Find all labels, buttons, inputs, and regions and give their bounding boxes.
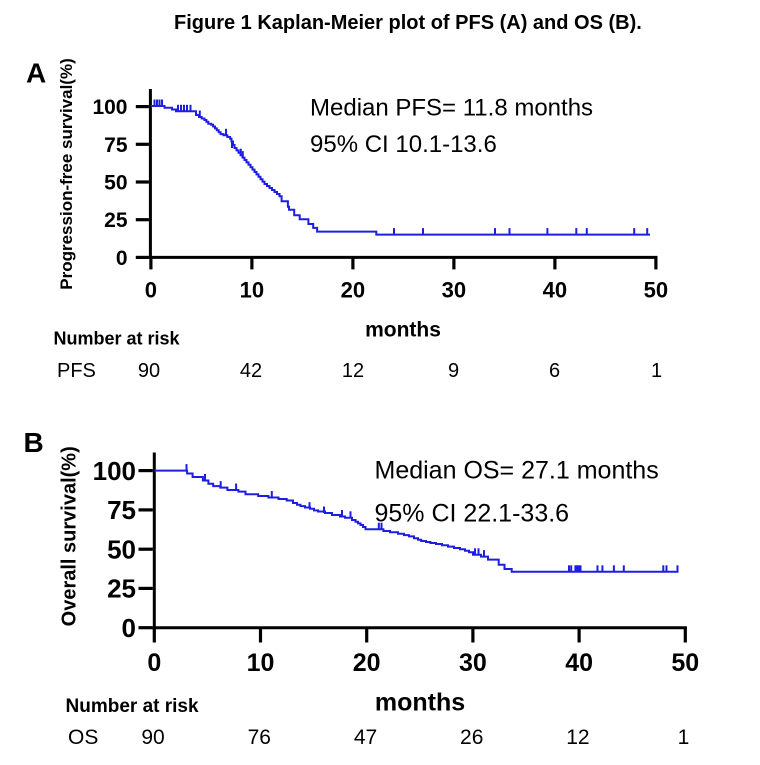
svg-text:B: B (24, 427, 44, 458)
svg-text:12: 12 (566, 726, 589, 749)
svg-text:Overall survival(%): Overall survival(%) (59, 446, 81, 626)
svg-text:75: 75 (104, 134, 128, 157)
svg-text:50: 50 (671, 649, 699, 677)
svg-text:12: 12 (342, 360, 364, 382)
svg-text:0: 0 (145, 277, 157, 302)
svg-text:OS: OS (68, 726, 98, 749)
svg-text:Progression-free survival(%): Progression-free survival(%) (57, 58, 76, 289)
svg-text:76: 76 (248, 726, 271, 749)
svg-text:40: 40 (543, 277, 567, 302)
svg-text:9: 9 (448, 360, 459, 382)
svg-text:Median PFS= 11.8 months: Median PFS= 11.8 months (310, 95, 593, 122)
svg-text:25: 25 (107, 574, 136, 604)
svg-text:months: months (375, 689, 465, 717)
svg-text:Median OS= 27.1 months: Median OS= 27.1 months (375, 457, 659, 485)
svg-text:PFS: PFS (57, 360, 96, 382)
svg-text:Number at risk: Number at risk (66, 696, 199, 717)
svg-text:40: 40 (565, 649, 593, 677)
svg-text:10: 10 (247, 649, 275, 677)
svg-text:26: 26 (460, 726, 483, 749)
svg-text:90: 90 (141, 726, 164, 749)
svg-text:100: 100 (92, 96, 127, 119)
svg-text:25: 25 (104, 209, 128, 232)
svg-text:75: 75 (107, 495, 136, 525)
svg-text:1: 1 (651, 360, 662, 382)
svg-text:95% CI 10.1-13.6: 95% CI 10.1-13.6 (310, 131, 497, 158)
svg-text:A: A (26, 58, 46, 89)
svg-text:100: 100 (93, 456, 136, 486)
svg-text:0: 0 (147, 649, 161, 677)
svg-text:95% CI 22.1-33.6: 95% CI 22.1-33.6 (375, 500, 570, 528)
svg-text:30: 30 (442, 277, 466, 302)
svg-text:50: 50 (644, 277, 668, 302)
svg-text:47: 47 (354, 726, 377, 749)
svg-text:0: 0 (122, 613, 136, 643)
svg-text:20: 20 (353, 649, 381, 677)
svg-text:0: 0 (116, 247, 128, 270)
svg-text:Number at risk: Number at risk (54, 329, 181, 349)
svg-text:Figure 1 Kaplan-Meier plot of: Figure 1 Kaplan-Meier plot of PFS (A) an… (174, 12, 642, 34)
svg-text:30: 30 (459, 649, 487, 677)
svg-text:1: 1 (678, 726, 690, 749)
svg-text:90: 90 (138, 360, 160, 382)
svg-text:42: 42 (240, 360, 262, 382)
svg-text:20: 20 (341, 277, 365, 302)
svg-text:10: 10 (240, 277, 264, 302)
svg-text:50: 50 (104, 172, 127, 195)
svg-text:months: months (365, 319, 441, 342)
svg-text:6: 6 (549, 360, 560, 382)
svg-text:50: 50 (107, 535, 136, 565)
